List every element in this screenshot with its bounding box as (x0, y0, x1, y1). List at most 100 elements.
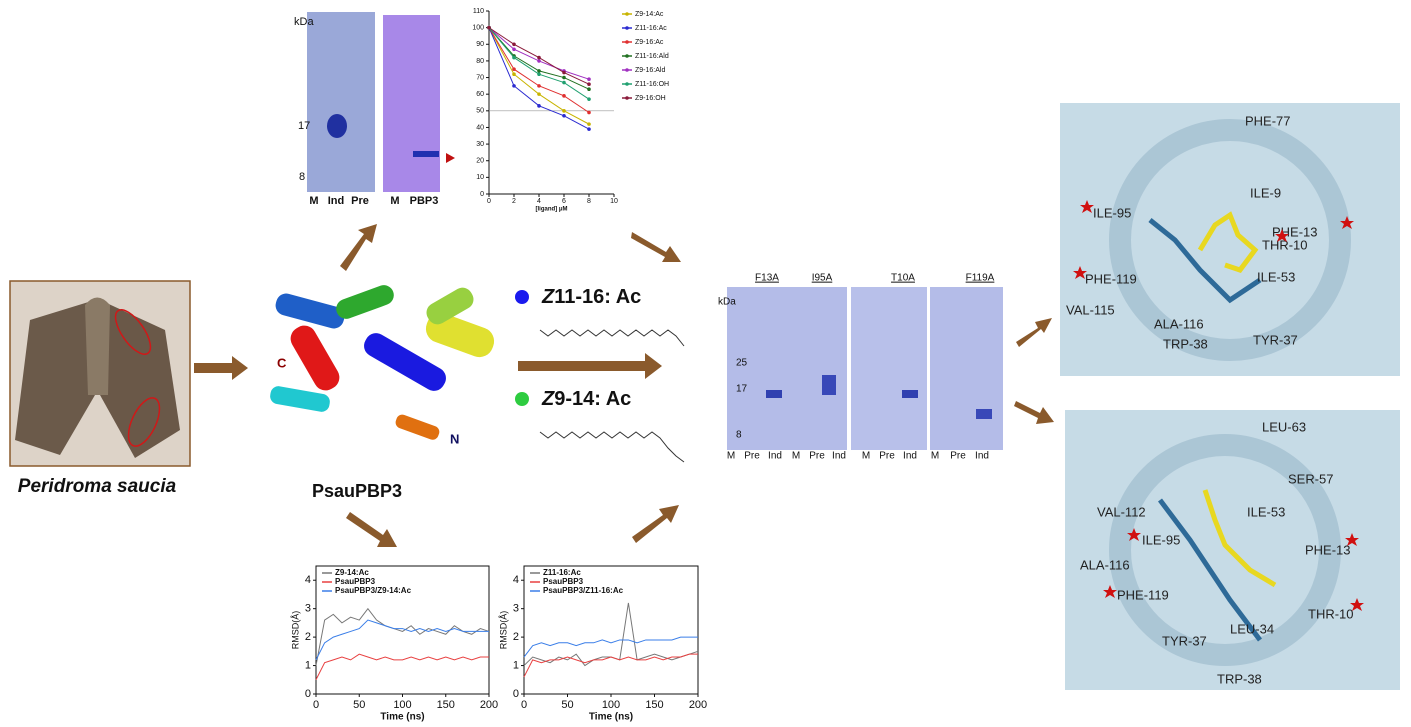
helix (425, 312, 495, 358)
residue-label: TRP-38 (1217, 671, 1262, 686)
arrow (1016, 318, 1052, 347)
species-name: Peridroma saucia (18, 476, 177, 497)
antenna-highlight (127, 397, 161, 447)
moth-photo (9, 280, 191, 467)
thorax (85, 297, 110, 395)
data-point (512, 72, 516, 77)
lane-label: Pre (351, 195, 369, 207)
arrow (518, 353, 662, 379)
y-axis-label: RMSD(Å) (290, 611, 300, 650)
data-point (562, 70, 566, 75)
gel (307, 12, 375, 192)
y-tick-label: 0 (513, 688, 519, 700)
lane-label: Pre (744, 451, 760, 462)
x-tick-label: 150 (437, 699, 455, 711)
gel (930, 287, 1003, 450)
residue-label: ILE-53 (1247, 504, 1285, 519)
lane-label: M (390, 195, 399, 207)
x-tick-label: 150 (645, 699, 663, 711)
marker-label: 17 (736, 384, 748, 395)
data-point (587, 87, 591, 91)
antenna-highlight (114, 309, 152, 355)
red-arrow (446, 153, 455, 163)
y-tick-label: 70 (476, 74, 484, 81)
c-terminus-label: C (277, 355, 287, 370)
residue-label: TRP-38 (1163, 336, 1208, 351)
ligand-dot (515, 392, 529, 406)
residue-label: SER-57 (1288, 471, 1334, 486)
n-terminus-label: N (450, 431, 459, 446)
data-point (587, 97, 591, 101)
y-tick-label: 2 (513, 631, 519, 643)
helix (395, 414, 440, 440)
data-point (562, 114, 566, 118)
docking-decor (1109, 434, 1341, 666)
data-point (587, 127, 591, 131)
x-tick-label: 50 (353, 699, 365, 711)
band (327, 114, 347, 138)
residue-label: LEU-34 (1230, 621, 1274, 636)
y-tick-label: 50 (476, 108, 484, 115)
residue-label: VAL-112 (1097, 504, 1146, 519)
data-point (587, 122, 591, 126)
arrow (194, 356, 248, 380)
ligand-dot (515, 290, 529, 304)
y-tick-label: 0 (305, 688, 311, 700)
mutation-stars (1073, 200, 1364, 611)
residue-label: ILE-95 (1142, 532, 1180, 547)
helix (336, 285, 394, 319)
data-point (537, 84, 541, 88)
band (902, 390, 918, 398)
legend-label: PsauPBP3/Z11-16:Ac (543, 586, 624, 595)
x-axis-label: [ligand] μM (536, 207, 568, 213)
protein-name: PsauPBP3 (312, 481, 402, 501)
mutant-name: I95A (812, 273, 833, 284)
helix (426, 287, 474, 325)
y-tick-label: 3 (305, 603, 311, 615)
lane-label: Pre (809, 451, 825, 462)
series-line (488, 27, 590, 130)
marker-label: 8 (736, 430, 742, 441)
helix (275, 293, 345, 329)
data-point (587, 77, 591, 82)
residue-label: THR-10 (1262, 237, 1308, 252)
lane-label: M (309, 195, 318, 207)
left-wing (15, 300, 95, 455)
data-point (512, 67, 516, 72)
residue-label: ALA-116 (1080, 557, 1130, 572)
lane-label: Ind (768, 451, 782, 462)
y-tick-label: 110 (473, 8, 484, 15)
x-tick-label: 2 (512, 198, 516, 205)
data-point (537, 72, 541, 77)
lane-label: M (931, 451, 939, 462)
mutant-name: F119A (966, 273, 995, 284)
lane-label: M (792, 451, 800, 462)
series-line (523, 653, 698, 678)
unit-label: kDa (294, 16, 314, 28)
helix (290, 325, 340, 391)
lane-label: M (862, 451, 870, 462)
legend-label: PsauPBP3 (543, 577, 584, 586)
data-point (512, 42, 516, 47)
series-line (315, 619, 489, 661)
band (413, 151, 439, 157)
docking-decor (1109, 119, 1351, 361)
residue-label: ALA-116 (1154, 316, 1204, 331)
legend-label: Z9-14:Ac (635, 11, 664, 18)
residue-label: THR-10 (1308, 606, 1354, 621)
y-tick-label: 30 (476, 141, 484, 148)
legend-marker (625, 96, 629, 100)
residue-label: PHE-119 (1117, 587, 1169, 602)
right-wing (100, 300, 180, 458)
y-tick-label: 3 (513, 603, 519, 615)
y-tick-label: 10 (476, 174, 484, 181)
legend-label: Z11-16:OH (635, 81, 669, 88)
data-point (587, 82, 591, 86)
data-point (512, 55, 516, 60)
arrow (632, 505, 679, 543)
x-tick-label: 6 (562, 198, 566, 205)
legend-marker (625, 68, 629, 72)
